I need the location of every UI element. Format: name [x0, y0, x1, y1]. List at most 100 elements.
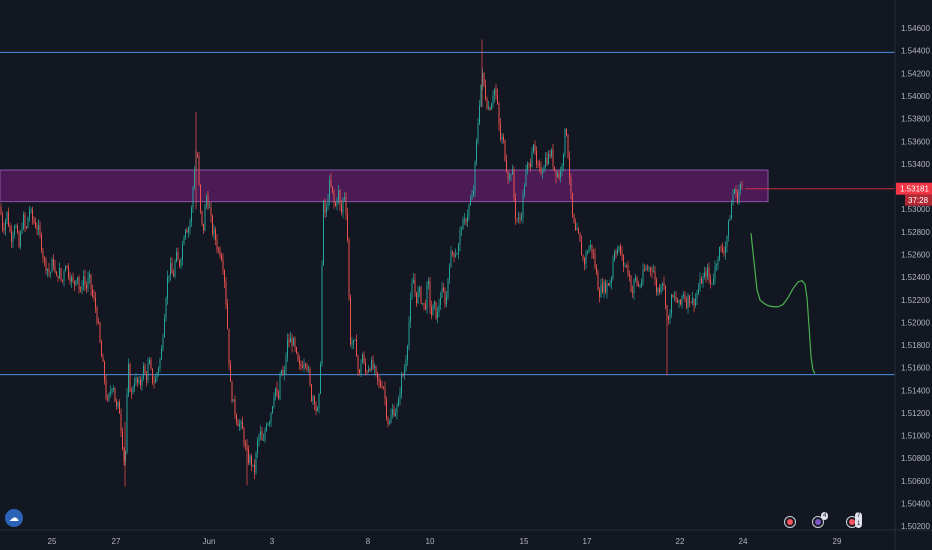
candle-body [522, 193, 524, 218]
candle-body [534, 144, 536, 151]
candle-body [365, 362, 366, 372]
candle-body [38, 225, 39, 230]
candle-body [189, 221, 191, 229]
candle-body [153, 382, 155, 384]
candle-body [471, 195, 473, 200]
candle-body [410, 298, 411, 322]
price-axis[interactable]: 1.54600 1.54400 1.54200 1.54000 1.53800 1.536… [901, 24, 930, 531]
candle-body [435, 301, 437, 319]
candle-body [135, 377, 137, 384]
candle-body [126, 394, 128, 452]
candle-body [122, 431, 123, 449]
candle-body [491, 104, 492, 110]
candle-body [93, 295, 95, 299]
candle-body [398, 399, 399, 407]
candle-body [687, 295, 689, 308]
candle-body [401, 374, 402, 394]
candle-body [105, 380, 107, 399]
candle-body [5, 220, 6, 231]
candle-body [447, 278, 449, 297]
candle-body [80, 289, 81, 291]
calendar-event-icon[interactable] [784, 516, 796, 528]
candle-body [696, 293, 698, 299]
candle-body [731, 204, 732, 220]
price-tick-label: 1.53800 [901, 115, 930, 124]
candle-body [600, 284, 602, 298]
candle-body [260, 431, 261, 436]
candle-body [165, 298, 167, 319]
candle-body [237, 421, 239, 427]
candle-body [587, 252, 588, 254]
candle-body [65, 266, 66, 272]
cloud-icon[interactable]: ☁ [5, 509, 23, 527]
candle-body [386, 399, 387, 418]
candle-body [576, 228, 578, 231]
time-axis[interactable]: 25 27 Jun 3 8 10 15 17 22 24 29 [48, 537, 842, 546]
candle-body [551, 149, 552, 157]
candle-body [615, 252, 617, 254]
candle-body [498, 103, 500, 125]
candle-body [611, 277, 612, 284]
candle-body [383, 387, 384, 389]
candle-body [54, 265, 56, 272]
countdown-text: 37:28 [908, 196, 929, 205]
candle-body [404, 369, 405, 376]
candle-body [558, 173, 560, 179]
candle-body [200, 184, 201, 211]
candle-body [441, 288, 443, 298]
candle-body [152, 368, 153, 383]
candle-body [519, 217, 521, 219]
candle-body [425, 304, 426, 310]
candle-body [119, 402, 120, 414]
candle-body [675, 296, 677, 301]
candle-body [461, 229, 462, 231]
event-dot [849, 519, 855, 525]
candle-body [267, 423, 269, 425]
candle-body [450, 251, 452, 268]
price-tick-label: 1.54200 [901, 69, 930, 78]
candle-body [635, 277, 636, 280]
candle-body [108, 393, 110, 400]
candle-body [290, 338, 291, 343]
time-tick-label: 24 [739, 537, 748, 546]
earnings-event-icon[interactable]: 7 1 [846, 512, 863, 528]
candle-body [429, 280, 431, 308]
candle-body [434, 301, 435, 305]
candle-body [521, 217, 522, 219]
candle-body [624, 265, 626, 266]
candle-body [377, 372, 378, 380]
candle-body [113, 387, 114, 389]
candle-body [423, 303, 425, 305]
candle-body [207, 196, 209, 208]
candle-body [242, 421, 243, 429]
candle-body [47, 268, 48, 271]
candle-body [702, 276, 704, 284]
candle-body [473, 190, 474, 196]
candle-body [596, 267, 597, 273]
candle-body [495, 89, 497, 95]
candle-body [306, 364, 308, 370]
candle-body [627, 265, 629, 275]
candle-body [483, 72, 485, 86]
time-tick-label: 29 [833, 537, 842, 546]
candle-body [542, 172, 543, 174]
candle-body [414, 279, 416, 293]
candle-body [296, 347, 297, 353]
price-tick-label: 1.52200 [901, 296, 930, 305]
candle-body [458, 244, 459, 254]
candle-body [137, 377, 138, 383]
dividend-event-icon[interactable]: 4 [812, 512, 829, 528]
candle-body [407, 346, 408, 361]
candle-body [420, 287, 422, 304]
candle-body [588, 247, 590, 253]
candle-body [378, 379, 380, 382]
candle-body [206, 196, 207, 206]
candle-body [72, 276, 74, 282]
candle-body [231, 381, 233, 402]
candle-body [672, 294, 674, 298]
candle-body [590, 244, 591, 248]
candle-body [89, 274, 90, 279]
candle-body [719, 246, 720, 260]
candle-body [317, 407, 318, 411]
